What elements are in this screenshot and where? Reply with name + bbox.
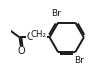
- Text: Br: Br: [75, 56, 84, 65]
- Text: O: O: [17, 46, 25, 56]
- Text: CH₂: CH₂: [30, 30, 46, 39]
- Text: O: O: [26, 32, 34, 42]
- Text: Br: Br: [52, 9, 61, 18]
